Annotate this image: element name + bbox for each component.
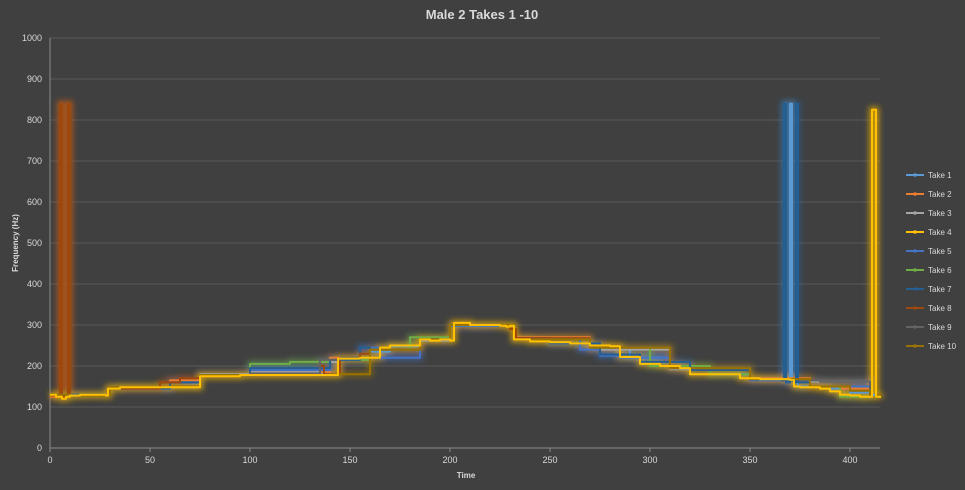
y-tick-labels: 0 100 200 300 400 500 600 700 800 900 1000 [22,33,42,453]
series-take-4-glow [50,106,883,402]
legend-marker [913,173,917,177]
legend-take-3: Take 3 [906,209,952,218]
x-axis-label: Time [457,471,476,480]
legend-marker [913,306,917,310]
legend-label: Take 9 [928,323,952,332]
x-tick-label: 300 [642,455,657,465]
series-take-1-line [50,102,877,397]
x-tick-label: 100 [242,455,257,465]
legend-marker [913,249,917,253]
legend-marker [913,268,917,272]
legend-label: Take 8 [928,304,952,313]
series-glow [50,100,883,402]
legend-marker [913,325,917,329]
legend-take-9: Take 9 [906,323,952,332]
y-tick-label: 1000 [22,33,42,43]
series-take-4-line [50,108,881,400]
legend-take-5: Take 5 [906,247,952,256]
series-take-10-glow [50,106,883,399]
x-tick-label: 250 [542,455,557,465]
legend-take-8: Take 8 [906,304,952,313]
y-tick-label: 900 [27,74,42,84]
series-take-2-line [50,102,871,398]
legend-marker [913,211,917,215]
legend-take-6: Take 6 [906,266,952,275]
legend: Take 1 Take 2 Take 3 Take 4 Take 5 Take 6 Take… [906,171,957,351]
y-tick-label: 100 [27,402,42,412]
legend-label: Take 7 [928,285,952,294]
chart-title: Male 2 Takes 1 -10 [426,7,539,22]
y-tick-label: 0 [37,443,42,453]
legend-take-4: Take 4 [906,228,952,237]
legend-marker [913,230,917,234]
y-tick-label: 800 [27,115,42,125]
legend-take-2: Take 2 [906,190,952,199]
legend-label: Take 6 [928,266,952,275]
series-take-2-glow [50,100,873,400]
y-tick-label: 500 [27,238,42,248]
legend-take-7: Take 7 [906,285,952,294]
x-tick-labels: 0 50 100 150 200 250 300 350 400 [47,455,857,465]
y-tick-label: 700 [27,156,42,166]
series-take-8-glow [50,100,873,400]
x-tick-label: 350 [742,455,757,465]
legend-label: Take 10 [928,342,957,351]
legend-label: Take 2 [928,190,952,199]
legend-marker [913,287,917,291]
legend-label: Take 5 [928,247,952,256]
legend-take-10: Take 10 [906,342,957,351]
x-tick-label: 200 [442,455,457,465]
y-tick-label: 200 [27,361,42,371]
y-tick-label: 400 [27,279,42,289]
y-tick-label: 300 [27,320,42,330]
y-axis-label: Frequency (Hz) [11,214,20,272]
series-take-8-line [50,102,871,398]
x-tick-label: 50 [145,455,155,465]
legend-label: Take 4 [928,228,952,237]
legend-marker [913,192,917,196]
series-take-1-glow [50,100,879,399]
x-tick-label: 0 [47,455,52,465]
x-tick-label: 400 [842,455,857,465]
legend-take-1: Take 1 [906,171,952,180]
series-take-10-line [50,108,881,397]
legend-marker [913,344,917,348]
grid [49,37,880,452]
y-tick-label: 600 [27,197,42,207]
x-tick-label: 150 [342,455,357,465]
series-take-7-line [50,102,871,397]
series-lines [50,102,881,400]
series-take-7-glow [50,100,873,399]
legend-label: Take 3 [928,209,952,218]
legend-label: Take 1 [928,171,952,180]
